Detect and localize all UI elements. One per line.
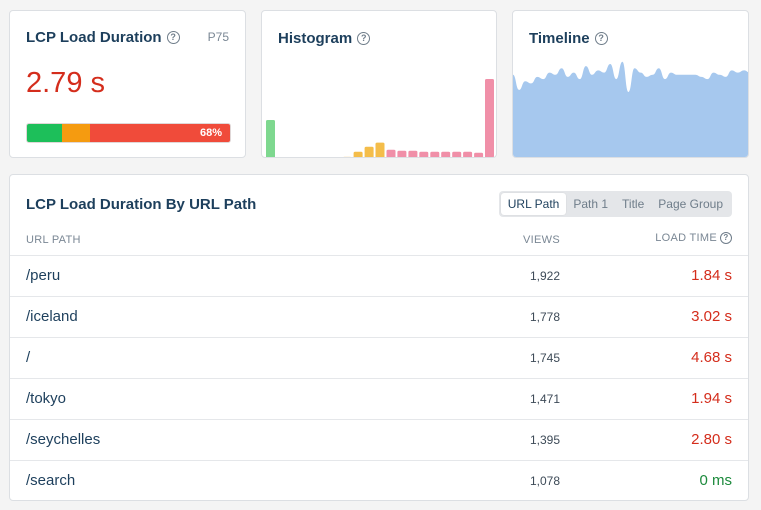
histogram-card-title: Histogram ? (278, 30, 371, 47)
timeline-chart[interactable] (513, 11, 749, 158)
question-circle-icon[interactable]: ? (357, 32, 371, 45)
histogram-bar[interactable] (364, 146, 374, 158)
timeline-title-text: Timeline (529, 30, 590, 47)
row-load-time: 1.84 s (691, 267, 732, 284)
row-load-time: 3.02 s (691, 308, 732, 325)
histogram-bar[interactable] (375, 142, 385, 158)
row-url-path[interactable]: /search (26, 472, 76, 489)
table-row[interactable]: /tokyo 1,471 1.94 s (10, 378, 748, 419)
row-url-path[interactable]: /iceland (26, 308, 78, 325)
row-views: 1,778 (529, 310, 560, 324)
distribution-bar: 68% (26, 123, 231, 143)
timeline-card-title: Timeline ? (529, 30, 608, 47)
row-url-path[interactable]: /seychelles (26, 431, 101, 448)
row-load-time: 0 ms (699, 472, 732, 489)
table-row[interactable]: /search 1,078 0 ms (10, 460, 748, 500)
lcp-card-title-text: LCP Load Duration (26, 29, 162, 46)
timeline-area[interactable] (513, 61, 749, 158)
row-views: 1,395 (529, 433, 560, 447)
row-views: 1,078 (529, 474, 560, 488)
table-card-title: LCP Load Duration By URL Path (26, 196, 257, 213)
histogram-bar[interactable] (441, 151, 451, 158)
row-load-time: 2.80 s (691, 431, 732, 448)
timeline-card: Timeline ? (512, 10, 749, 158)
table-row[interactable]: / 1,745 4.68 s (10, 337, 748, 378)
histogram-bar[interactable] (408, 150, 418, 158)
table-row[interactable]: /seychelles 1,395 2.80 s (10, 419, 748, 460)
histogram-title-text: Histogram (278, 30, 353, 47)
tab-url-path[interactable]: URL Path (500, 193, 567, 215)
percentile-label: P75 (207, 30, 229, 44)
url-path-table-card: LCP Load Duration By URL Path URL Path P… (9, 174, 749, 501)
histogram-bar[interactable] (386, 149, 396, 158)
distribution-poor-percent: 68% (199, 127, 222, 139)
histogram-card: Histogram ? (261, 10, 497, 158)
distribution-moderate-segment (61, 124, 90, 142)
column-header-load-time[interactable]: LOAD TIME ? (655, 232, 732, 244)
histogram-bar[interactable] (353, 151, 363, 158)
row-url-path[interactable]: /tokyo (26, 390, 67, 407)
row-load-time: 4.68 s (691, 349, 732, 366)
row-url-path[interactable]: /peru (26, 267, 61, 284)
question-circle-icon[interactable]: ? (594, 32, 608, 45)
lcp-card-title: LCP Load Duration ? (26, 29, 180, 46)
column-header-load-time-text: LOAD TIME (655, 232, 717, 244)
histogram-bar[interactable] (474, 152, 484, 158)
tab-path-1[interactable]: Path 1 (573, 197, 609, 211)
table-row[interactable]: /iceland 1,778 3.02 s (10, 296, 748, 337)
histogram-bar[interactable] (419, 151, 429, 158)
column-header-url-path[interactable]: URL PATH (26, 234, 81, 246)
histogram-bar[interactable] (397, 150, 407, 158)
histogram-bar[interactable] (266, 120, 275, 158)
table-row[interactable]: /peru 1,922 1.84 s (10, 255, 748, 296)
question-circle-icon[interactable]: ? (720, 232, 732, 244)
grouping-tabs: URL Path Path 1 Title Page Group (498, 191, 732, 217)
histogram-chart[interactable] (262, 11, 497, 158)
row-views: 1,922 (529, 269, 560, 283)
table-body: /peru 1,922 1.84 s/iceland 1,778 3.02 s / 1,74… (10, 255, 748, 500)
histogram-bar[interactable] (343, 156, 352, 158)
histogram-bar[interactable] (452, 151, 462, 158)
tab-page-group[interactable]: Page Group (658, 197, 723, 211)
table-header: URL PATH VIEWS LOAD TIME ? (10, 231, 748, 255)
lcp-value: 2.79 s (26, 67, 105, 99)
row-url-path[interactable]: / (26, 349, 31, 366)
lcp-summary-card: LCP Load Duration ? P75 2.79 s 68% (9, 10, 246, 158)
row-views: 1,745 (529, 351, 560, 365)
distribution-good-segment (27, 124, 62, 142)
distribution-poor-segment (89, 124, 230, 142)
row-views: 1,471 (529, 392, 560, 406)
row-load-time: 1.94 s (691, 390, 732, 407)
histogram-bar[interactable] (485, 79, 494, 158)
question-circle-icon[interactable]: ? (166, 31, 180, 44)
histogram-bar[interactable] (463, 151, 473, 158)
tab-title[interactable]: Title (622, 197, 645, 211)
column-header-views[interactable]: VIEWS (523, 234, 560, 246)
histogram-bar[interactable] (430, 151, 440, 158)
